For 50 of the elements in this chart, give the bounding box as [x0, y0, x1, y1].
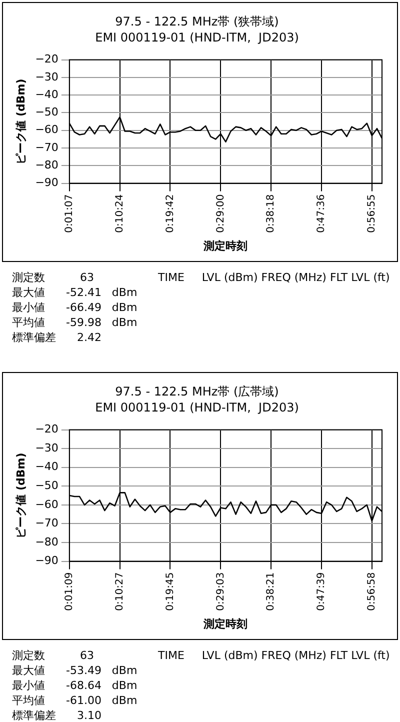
- y-tick-label: −40: [35, 460, 58, 474]
- text: 最大値 -53.49 dBm: [12, 663, 138, 678]
- chart-subtitle: EMI 000119-01 (HND-ITM, JD203): [95, 400, 299, 415]
- text: TIME LVL (dBm) FREQ (MHz) FLT LVL (ft): [158, 270, 390, 285]
- chart-title: 97.5 - 122.5 MHz帯 (狭帯域): [115, 14, 279, 28]
- text: 測定数 63: [12, 270, 94, 285]
- chart-title: 97.5 - 122.5 MHz帯 (広帯域): [115, 384, 279, 398]
- x-tick-label: 0:47:39: [316, 572, 328, 611]
- text: 標準偏差 2.42: [12, 330, 102, 345]
- y-tick-label: −80: [35, 158, 58, 172]
- text: 平均値 -59.98 dBm: [12, 315, 138, 330]
- y-tick-label: −90: [35, 554, 58, 568]
- x-axis-title: 測定時刻: [202, 239, 248, 252]
- x-tick-label: 0:10:24: [114, 194, 126, 233]
- y-axis-title: ピーク値 (dBm): [14, 452, 28, 538]
- text: 平均値 -61.00 dBm: [12, 693, 138, 708]
- text: 最小値 -68.64 dBm: [12, 678, 138, 693]
- x-tick-label: 0:56:58: [366, 572, 378, 611]
- x-tick-label: 0:38:18: [266, 194, 277, 233]
- text: 標準偏差 3.10: [12, 708, 102, 722]
- y-tick-label: −70: [35, 140, 58, 154]
- y-tick-label: −80: [35, 535, 58, 548]
- y-tick-label: −50: [35, 106, 58, 119]
- x-tick-label: 0:38:21: [266, 572, 277, 611]
- x-tick-label: 0:19:42: [164, 194, 176, 233]
- text: TIME LVL (dBm) FREQ (MHz) FLT LVL (ft): [158, 648, 390, 663]
- x-tick-label: 0:56:55: [366, 194, 378, 233]
- x-tick-label: 0:01:07: [64, 194, 76, 233]
- y-tick-label: −50: [35, 478, 58, 492]
- x-tick-label: 0:10:27: [114, 572, 126, 611]
- y-tick-label: −20: [35, 422, 58, 436]
- text: 最小値 -66.49 dBm: [12, 300, 138, 315]
- y-tick-label: −20: [35, 52, 58, 66]
- text: 測定数 63: [12, 648, 94, 663]
- y-tick-label: −70: [35, 516, 58, 530]
- y-axis-title: ピーク値 (dBm): [14, 78, 28, 164]
- x-axis-title: 測定時刻: [202, 617, 248, 630]
- chart-subtitle: EMI 000119-01 (HND-ITM, JD203): [95, 30, 299, 45]
- x-tick-label: 0:19:45: [164, 572, 176, 611]
- y-tick-label: −30: [35, 70, 58, 84]
- y-tick-label: −60: [35, 498, 58, 511]
- x-tick-label: 0:29:00: [215, 194, 226, 233]
- x-tick-label: 0:47:36: [316, 194, 328, 233]
- y-tick-label: −90: [35, 176, 58, 190]
- y-tick-label: −40: [35, 88, 58, 101]
- x-tick-label: 0:01:09: [64, 572, 76, 611]
- x-tick-label: 0:29:03: [215, 572, 226, 611]
- y-tick-label: −60: [35, 123, 58, 136]
- text: 最大値 -52.41 dBm: [12, 285, 138, 300]
- y-tick-label: −30: [35, 441, 58, 454]
